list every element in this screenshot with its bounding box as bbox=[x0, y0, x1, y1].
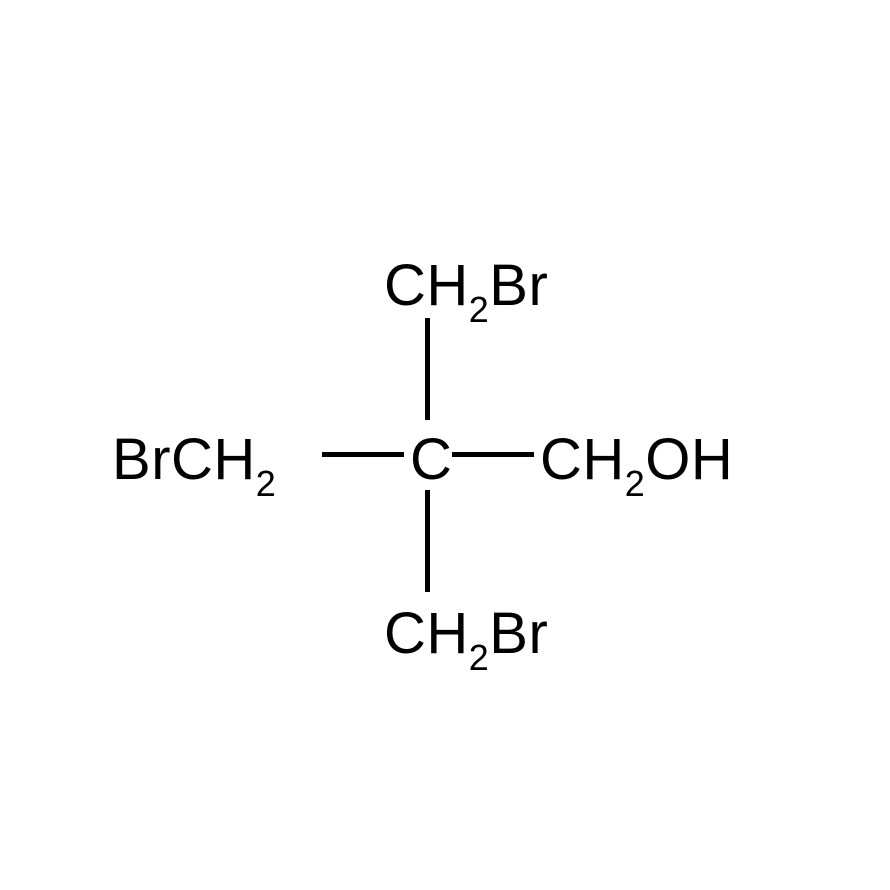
group-right: CH2OH bbox=[540, 426, 733, 501]
group-top: CH2Br bbox=[384, 252, 548, 327]
bond-top bbox=[425, 318, 430, 420]
group-left: BrCH2 bbox=[112, 426, 276, 501]
bond-left bbox=[322, 452, 404, 457]
bond-bottom bbox=[425, 490, 430, 592]
bond-right bbox=[452, 452, 534, 457]
atom-center: C bbox=[410, 426, 452, 493]
chemical-structure-diagram: C CH2Br CH2Br CH2OH BrCH2 bbox=[0, 0, 890, 890]
group-bottom: CH2Br bbox=[384, 600, 548, 675]
